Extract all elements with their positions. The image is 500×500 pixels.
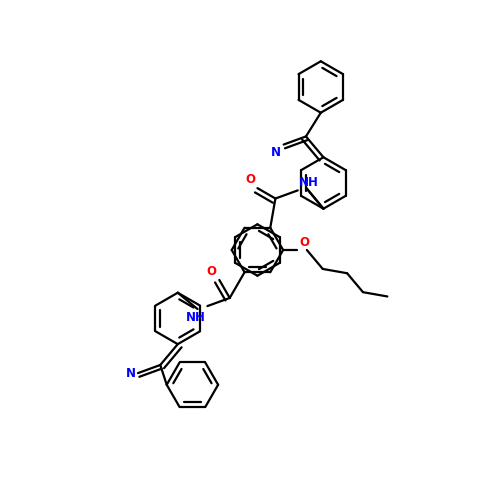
Text: O: O xyxy=(245,172,255,186)
Text: O: O xyxy=(299,236,309,248)
Text: N: N xyxy=(271,146,281,158)
Text: NH: NH xyxy=(186,311,206,324)
Text: O: O xyxy=(207,266,217,278)
Text: NH: NH xyxy=(299,176,319,189)
Text: N: N xyxy=(126,366,136,380)
